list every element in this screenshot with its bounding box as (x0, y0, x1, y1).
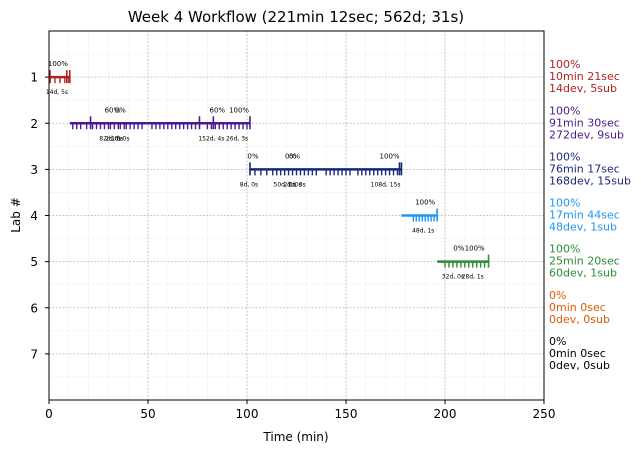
lab-4-summary-line: 17min 44sec (549, 209, 620, 222)
lab-1-pct-label: 100% (48, 60, 68, 68)
lab-7-summary-line: 0% (549, 335, 566, 348)
lab-5-count-label: 32d, 0s (442, 274, 464, 281)
x-axis-label: Time (min) (262, 430, 328, 444)
lab-1-summary-line: 100% (549, 58, 580, 71)
lab-6-summary-line: 0% (549, 289, 566, 302)
lab-3-pct-label: 0% (289, 152, 300, 160)
lab-2-count-label: 82d, 0s (99, 135, 121, 142)
lab-3-pct-label: 100% (380, 152, 400, 160)
lab-5-summary-line: 25min 20sec (549, 255, 620, 268)
lab-3-count-label: 2d, 0s (283, 181, 301, 188)
y-tick-label: 3 (30, 163, 38, 177)
y-tick-label: 1 (30, 71, 38, 85)
x-tick-label: 150 (335, 407, 358, 421)
lab-2-count-label: 26d, 3s (226, 135, 248, 142)
lab-4-summary-line: 100% (549, 197, 580, 210)
minor-grid (48, 30, 545, 401)
lab-4-count-label: 48d, 1s (412, 228, 434, 235)
lab-2-pct-label: 60% (210, 106, 226, 114)
lab-5-pct-label: 0% (453, 245, 464, 253)
lab-3-count-label: 50d, 0s (274, 181, 296, 188)
lab-3-summary-line: 76min 17sec (549, 162, 620, 175)
lab-2-summary-line: 272dev, 9sub (549, 128, 624, 141)
lab-1-summary-line: 10min 21sec (549, 70, 620, 83)
lab-2-pct-label: 100% (229, 106, 249, 114)
lab-1-summary-line: 14dev, 5sub (549, 82, 617, 95)
lab-3-summary-line: 168dev, 15sub (549, 174, 631, 187)
x-tick-label: 200 (434, 407, 457, 421)
lab-3-count-label: 1d, 0s (287, 181, 305, 188)
lab-2-count-label: 152d, 4s (198, 135, 224, 142)
lab-2-summary-line: 91min 30sec (549, 116, 620, 129)
lab-5-summary-line: 60dev, 1sub (549, 267, 617, 280)
lab-2-pct-label: 60% (105, 106, 121, 114)
lab-5-count-label: 28d, 1s (462, 274, 484, 281)
lab-3-summary-line: 100% (549, 150, 580, 163)
lab-5-pct-label: 100% (465, 245, 485, 253)
lab-3-count-label: 108d, 15s (371, 181, 401, 188)
y-tick-label: 7 (30, 347, 38, 361)
lab-7-summary-line: 0min 0sec (549, 347, 606, 360)
y-tick-label: 4 (30, 209, 38, 223)
x-tick-label: 0 (45, 407, 53, 421)
lab-4-summary-line: 48dev, 1sub (549, 221, 617, 234)
lab-2-count-label: 1d, 0s (111, 135, 129, 142)
lab-4-pct-label: 100% (415, 199, 435, 207)
lab-3-count-label: 8d, 0s (240, 181, 258, 188)
y-tick-label: 2 (30, 117, 38, 131)
lab-5-summary-line: 100% (549, 243, 580, 256)
x-tick-label: 100 (236, 407, 259, 421)
lab-2-summary-line: 100% (549, 104, 580, 117)
lab-2-pct-label: 0% (115, 106, 126, 114)
y-tick-label: 5 (30, 255, 38, 269)
x-tick-label: 250 (533, 407, 556, 421)
lab-1-count-label: 14d, 5s (46, 89, 68, 96)
y-tick-label: 6 (30, 301, 38, 315)
lab-3-pct-label: 0% (247, 152, 258, 160)
chart-title: Week 4 Workflow (221min 12sec; 562d; 31s… (128, 8, 464, 26)
lab-7-summary-line: 0dev, 0sub (549, 359, 610, 372)
lab-6-summary-line: 0min 0sec (549, 301, 606, 314)
axis-ticks: 0 50 100 150 200 250 1 2 3 4 5 6 7 (30, 71, 555, 421)
x-tick-label: 50 (140, 407, 155, 421)
lab-3-pct-label: 0% (285, 152, 296, 160)
lab-6-summary-line: 0dev, 0sub (549, 313, 610, 326)
lab-2-count-label: 2d, 0s (105, 135, 123, 142)
y-axis-label: Lab # (9, 197, 23, 233)
